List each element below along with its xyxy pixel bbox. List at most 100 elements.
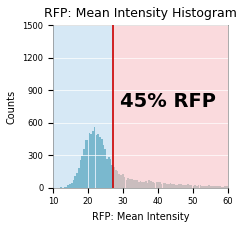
Bar	[115, 170, 117, 188]
Bar	[87, 139, 88, 188]
Bar	[69, 184, 71, 188]
Bar	[138, 182, 139, 188]
Bar	[81, 156, 83, 188]
Bar	[180, 184, 182, 188]
Bar	[74, 176, 76, 188]
Bar	[210, 186, 212, 188]
Bar	[177, 185, 178, 188]
Bar	[132, 180, 134, 188]
Bar	[145, 181, 147, 188]
Bar	[191, 185, 192, 188]
Bar	[162, 183, 164, 188]
Bar	[208, 185, 210, 188]
Bar	[76, 173, 78, 188]
Bar	[53, 25, 113, 188]
Bar	[71, 183, 72, 188]
Bar	[175, 185, 177, 188]
Bar	[83, 149, 85, 188]
Bar	[147, 183, 148, 188]
Text: 45% RFP: 45% RFP	[120, 92, 216, 111]
Bar	[90, 134, 92, 188]
Bar	[198, 185, 199, 188]
Bar	[103, 145, 104, 188]
Bar	[134, 180, 136, 188]
Bar	[216, 186, 217, 188]
Bar	[187, 184, 189, 188]
Bar	[127, 178, 129, 188]
Bar	[92, 131, 94, 188]
Bar	[122, 174, 124, 188]
Bar	[136, 180, 138, 188]
Bar	[101, 139, 102, 188]
Bar	[161, 184, 162, 188]
Bar	[184, 185, 185, 188]
Bar	[117, 171, 118, 188]
Bar	[126, 180, 127, 188]
Bar	[97, 134, 99, 188]
Bar	[64, 187, 66, 188]
Bar	[80, 161, 81, 188]
Bar	[203, 185, 205, 188]
Bar	[131, 179, 132, 188]
Bar	[182, 185, 184, 188]
Bar	[120, 175, 122, 188]
Bar	[157, 182, 159, 188]
Bar	[154, 183, 156, 188]
Bar	[205, 186, 207, 188]
Y-axis label: Counts: Counts	[7, 90, 17, 124]
Bar	[170, 183, 171, 188]
Bar	[207, 186, 208, 188]
Bar	[150, 181, 152, 188]
Bar	[173, 184, 175, 188]
Bar	[108, 157, 110, 188]
Bar	[73, 180, 74, 188]
Bar	[96, 135, 97, 188]
Bar	[119, 174, 120, 188]
Bar	[110, 159, 111, 188]
Bar	[212, 186, 214, 188]
Bar	[94, 127, 96, 188]
Bar	[140, 181, 141, 188]
Bar	[156, 183, 157, 188]
Bar	[196, 186, 198, 188]
Bar	[67, 185, 69, 188]
Bar	[143, 182, 145, 188]
Bar	[192, 186, 194, 188]
Bar	[201, 186, 203, 188]
Bar	[178, 184, 180, 188]
Bar	[129, 179, 131, 188]
Title: RFP: Mean Intensity Histogram: RFP: Mean Intensity Histogram	[44, 7, 237, 20]
Bar	[186, 185, 187, 188]
Bar	[200, 185, 201, 188]
Bar	[164, 183, 166, 188]
Bar	[226, 186, 228, 188]
Bar	[85, 140, 87, 188]
Bar	[60, 187, 62, 188]
Bar	[217, 186, 219, 188]
Bar	[194, 185, 196, 188]
Bar	[66, 187, 67, 188]
Bar	[166, 184, 168, 188]
Bar	[171, 184, 173, 188]
Bar	[214, 186, 215, 188]
Bar	[141, 182, 143, 188]
X-axis label: RFP: Mean Intensity: RFP: Mean Intensity	[92, 212, 189, 222]
Bar	[113, 25, 228, 188]
Bar	[89, 134, 90, 188]
Bar	[224, 186, 226, 188]
Bar	[149, 180, 150, 188]
Bar	[189, 185, 191, 188]
Bar	[78, 168, 80, 188]
Bar	[104, 149, 106, 188]
Bar	[152, 182, 154, 188]
Bar	[222, 187, 224, 188]
Bar	[221, 187, 222, 188]
Bar	[113, 167, 115, 188]
Bar	[111, 165, 113, 188]
Bar	[124, 177, 126, 188]
Bar	[168, 184, 169, 188]
Bar	[159, 182, 161, 188]
Bar	[106, 158, 108, 188]
Bar	[99, 137, 101, 188]
Bar	[219, 186, 221, 188]
